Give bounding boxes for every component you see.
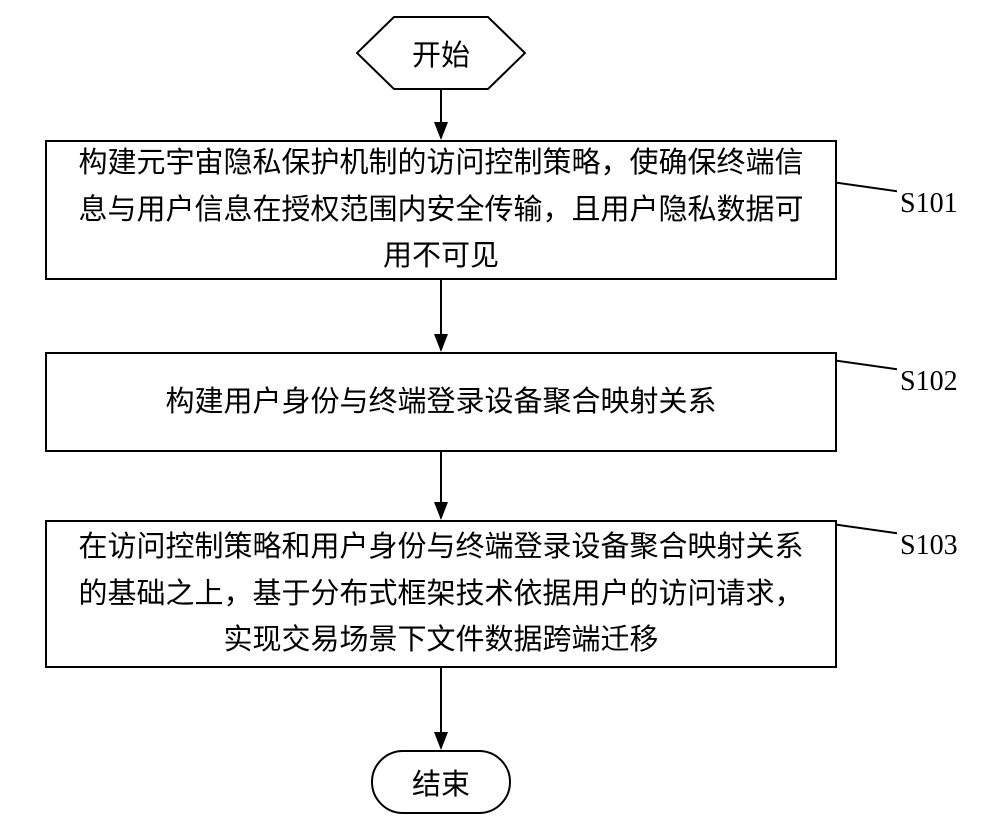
leader-s102 — [837, 360, 897, 398]
leader-s103 — [837, 524, 897, 562]
flowchart-canvas: 开始 构建元宇宙隐私保护机制的访问控制策略，使确保终端信息与用户信息在授权范围内… — [0, 0, 1000, 832]
leader-s101 — [837, 182, 897, 220]
start-label: 开始 — [412, 32, 470, 74]
label-s103: S103 — [900, 530, 958, 562]
end-label: 结束 — [412, 761, 470, 803]
step-s103-text: 在访问控制策略和用户身份与终端登录设备聚合映射关系的基础之上，基于分布式框架技术… — [67, 524, 815, 663]
step-s103: 在访问控制策略和用户身份与终端登录设备聚合映射关系的基础之上，基于分布式框架技术… — [45, 520, 837, 668]
end-node: 结束 — [371, 750, 511, 814]
start-node: 开始 — [356, 16, 526, 90]
step-s102: 构建用户身份与终端登录设备聚合映射关系 — [45, 352, 837, 452]
label-s101: S101 — [900, 188, 958, 220]
label-s102: S102 — [900, 366, 958, 398]
step-s102-text: 构建用户身份与终端登录设备聚合映射关系 — [165, 379, 716, 425]
step-s101-text: 构建元宇宙隐私保护机制的访问控制策略，使确保终端信息与用户信息在授权范围内安全传… — [67, 140, 815, 279]
step-s101: 构建元宇宙隐私保护机制的访问控制策略，使确保终端信息与用户信息在授权范围内安全传… — [45, 140, 837, 280]
